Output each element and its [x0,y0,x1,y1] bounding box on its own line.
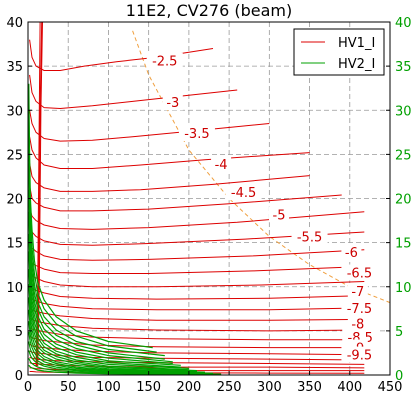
x-tick-label: 200 [176,380,201,395]
contour-line [29,207,365,230]
contour-line [28,364,222,375]
legend-label-hv2: HV2_I [338,57,375,72]
legend-box [293,28,385,76]
y-tick-label-right: 25 [395,148,412,163]
x-tick-label: 0 [24,380,32,395]
contour-label-bg [347,315,368,332]
contour-label: -9.5 [347,349,372,364]
contour-label-bg [341,299,378,316]
contour-label: -5.5 [297,230,322,245]
contour-label-bg [291,228,328,245]
contour-label: -7.5 [347,302,372,317]
chart-title: 11E2, CV276 (beam) [126,1,292,20]
y-tick-label: 15 [6,237,23,252]
y-tick-label: 40 [6,16,23,31]
y-tick-label-right: 10 [395,281,412,296]
contour-line [29,362,365,369]
y-tick-label: 5 [15,325,23,340]
x-tick-label: 250 [217,380,242,395]
contour-label-bg [178,125,215,142]
y-tick-label: 25 [6,148,23,163]
y-tick-label-right: 30 [395,104,412,119]
x-tick-label: 100 [96,380,121,395]
boundary-curve [132,30,391,304]
contour-line [29,224,365,246]
y-tick-label-right: 35 [395,60,412,75]
y-tick-label-right: 5 [395,325,403,340]
plot-area [28,21,391,375]
contour-line [28,284,189,371]
contour-line [28,341,214,374]
contour-label: -6.5 [347,267,372,282]
contour-labels: -2.5-3-3.5-4-4.5-5-5.5-6-6.5-7-7.5-8-8.5… [146,52,379,364]
contour-label: -4 [215,158,228,173]
contour-line [28,269,189,369]
contour-line [28,321,206,373]
y-tick-label-right: 15 [395,237,412,252]
contour-label: -3.5 [184,127,209,142]
contour-label: -7 [351,285,364,300]
contour-line [29,335,365,349]
x-tick-label: 300 [257,380,282,395]
x-tick-label: 50 [60,380,77,395]
y-tick-label: 0 [15,369,23,384]
y-tick-label-right: 0 [395,369,403,384]
legend: HV1_I HV2_I [293,28,385,76]
contour-line [29,39,214,71]
contour-label: -6 [345,246,358,261]
contour-label-bg [211,155,232,172]
contour-label-bg [225,184,262,201]
series-hv2-i [28,83,222,375]
contour-label-bg [347,283,368,300]
y-tick-label-right: 40 [395,16,412,31]
legend-label-hv1: HV1_I [338,36,375,51]
contour-line [29,110,270,142]
contour-label: -5 [273,208,286,223]
contour-label-bg [146,52,183,69]
x-tick-label: 450 [378,380,403,395]
y-tick-label: 20 [6,193,23,208]
contour-line [29,185,342,212]
contour-line [28,357,222,375]
x-tick-label: 400 [337,380,362,395]
y-tick-label: 10 [6,281,23,296]
contour-line [28,331,206,374]
contour-label-bg [162,94,183,111]
contour-label-bg [268,206,289,223]
contour-line [29,163,310,192]
axis-ticks: 0 50 100 150 200 250 300 350 400 4500510152025303… [6,16,411,395]
contour-line [29,136,310,169]
contour-label: -4.5 [231,186,256,201]
y-tick-label: 30 [6,104,23,119]
x-tick-label: 350 [297,380,322,395]
contour-line [37,21,43,367]
y-tick-label: 35 [6,60,23,75]
contour-label: -3 [166,96,179,111]
x-tick-label: 150 [136,380,161,395]
contour-line [28,309,197,373]
contour-label-bg [341,244,362,261]
contour-label: -2.5 [152,55,177,70]
contour-line [29,356,365,365]
contour-label-bg [341,346,378,363]
y-tick-label-right: 20 [395,193,412,208]
contour-line [28,297,197,372]
grid [28,22,390,375]
contour-label-bg [341,264,378,281]
contour-line [28,350,214,375]
